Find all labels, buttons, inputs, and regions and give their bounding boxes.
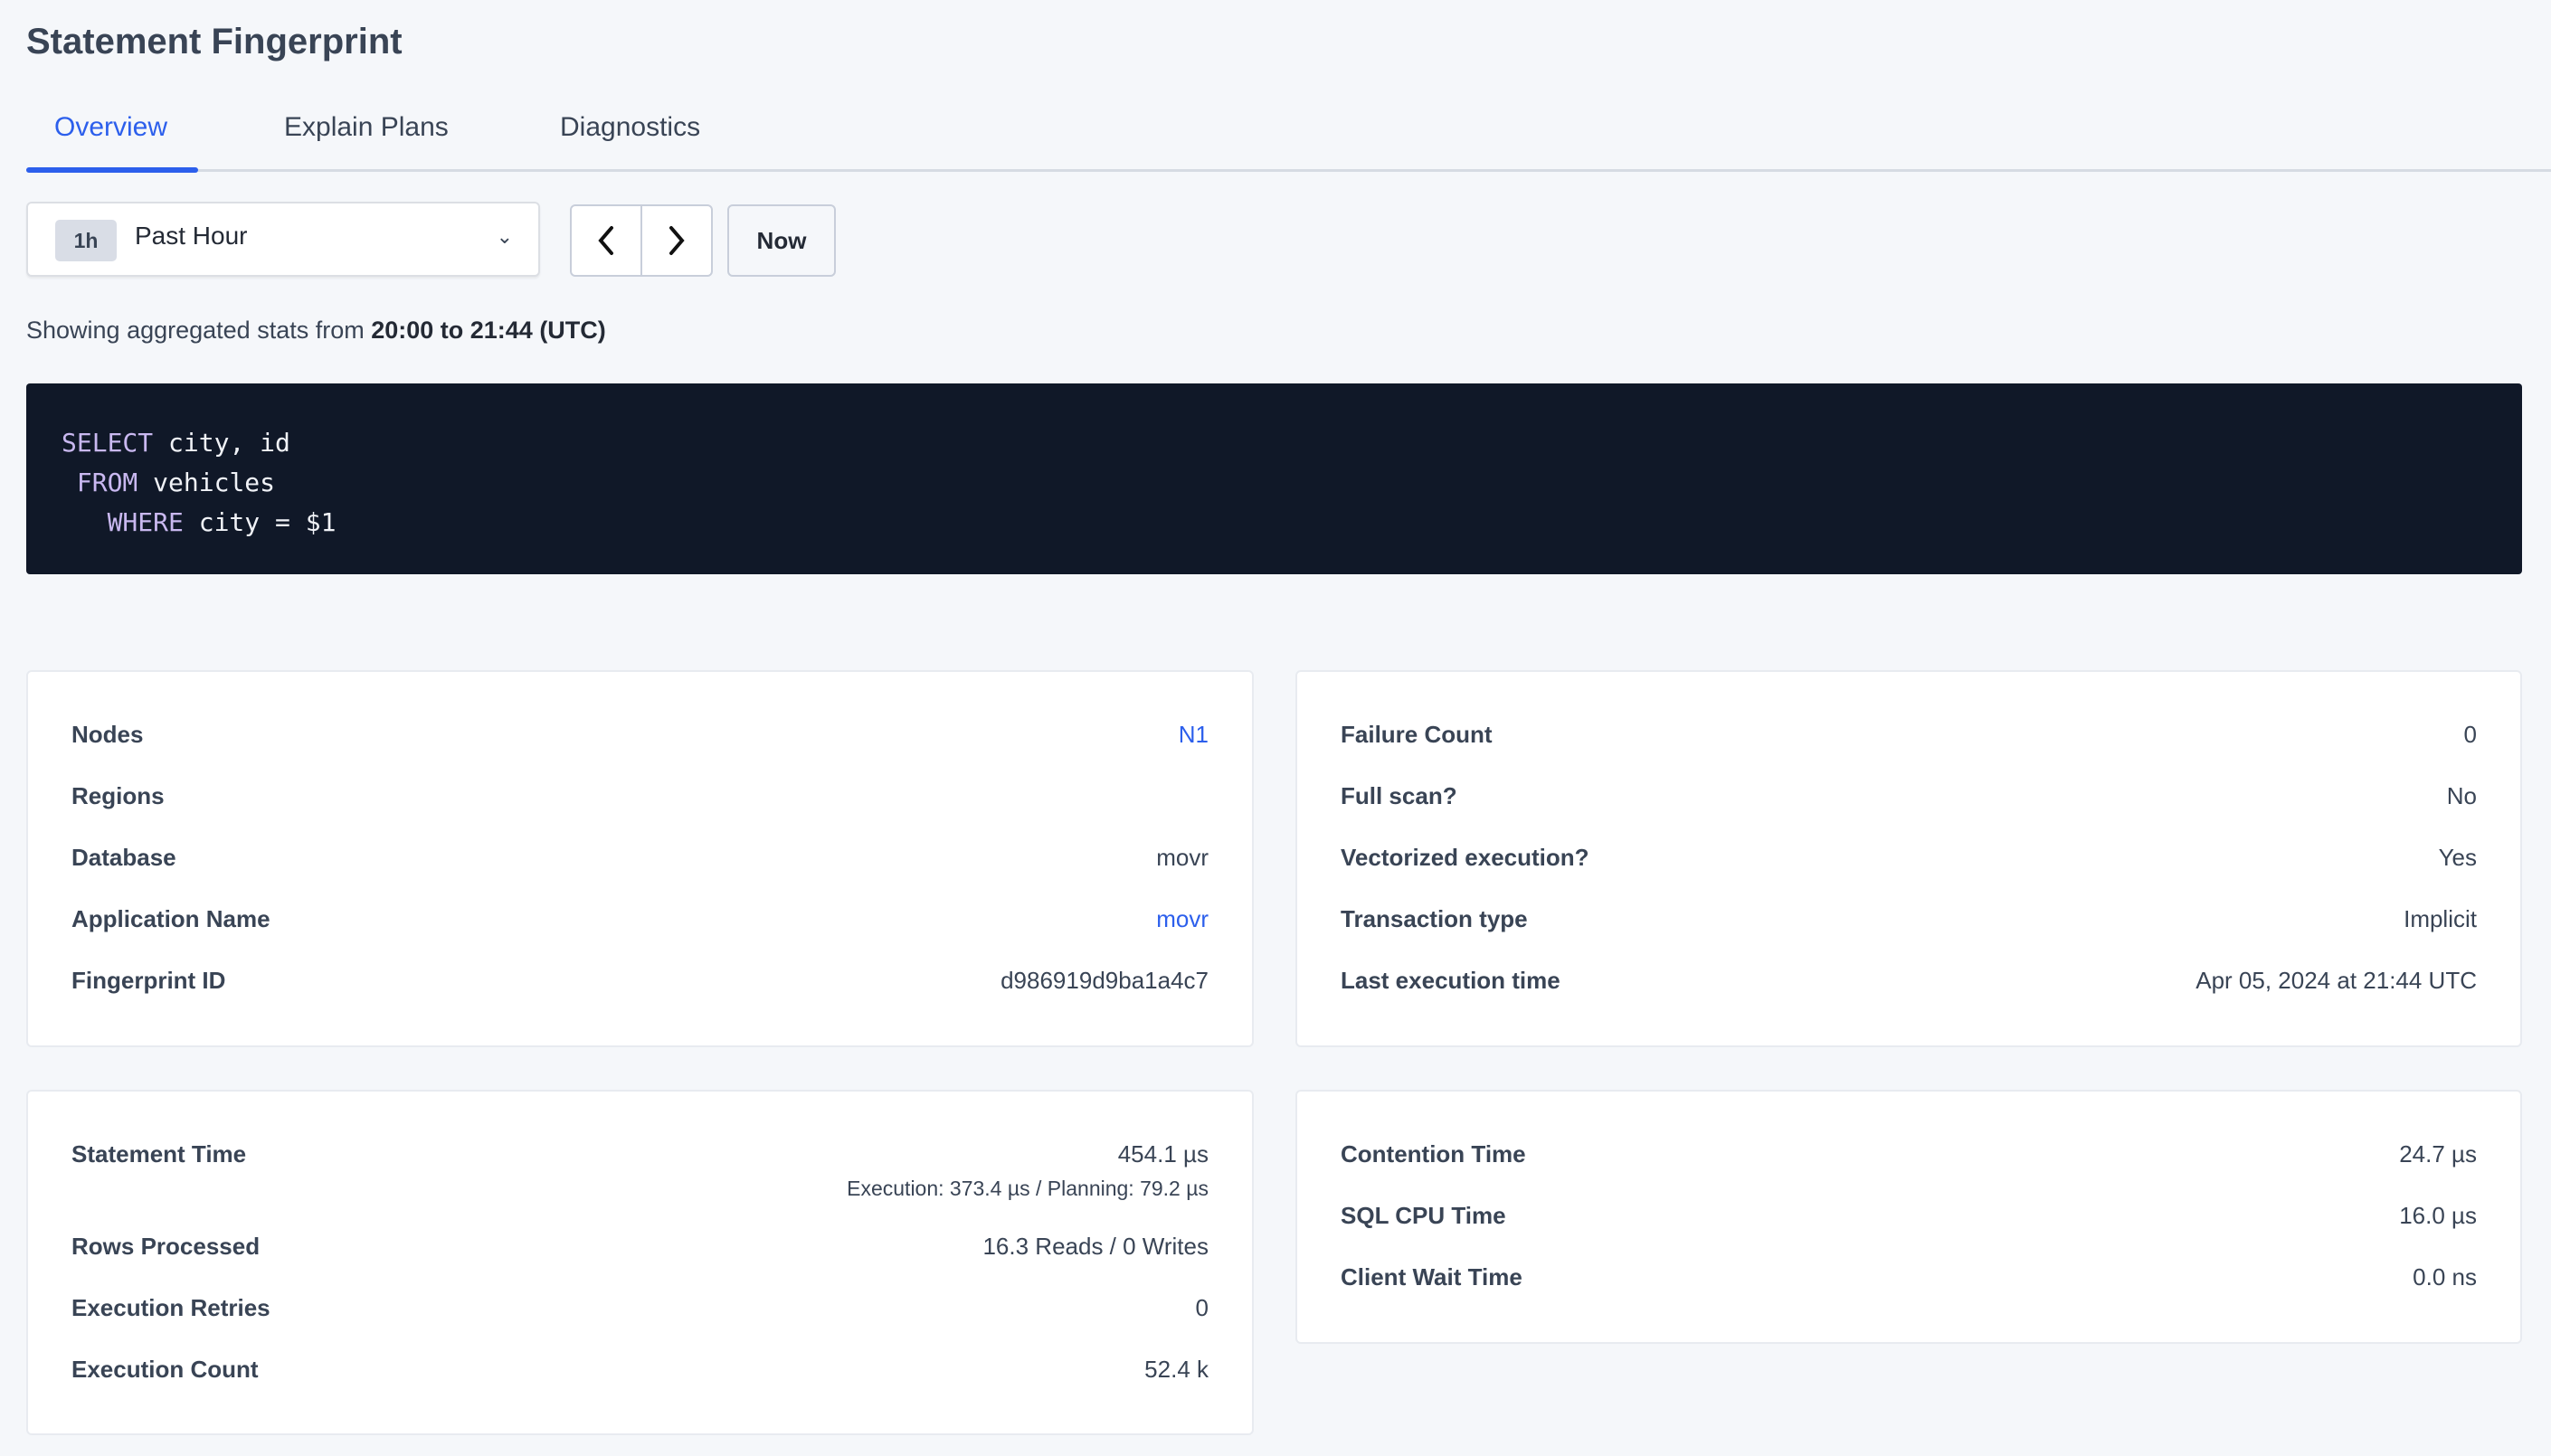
range-value: 20:00 to 21:44 (UTC)	[371, 317, 606, 344]
row-value: 0.0 ns	[2413, 1263, 2477, 1291]
sql-keyword: FROM	[62, 468, 138, 497]
row-label: Transaction type	[1341, 905, 1528, 932]
time-stats-card: Contention Time 24.7 µs SQL CPU Time 16.0 …	[1295, 1090, 2522, 1344]
row-label: Database	[71, 844, 176, 871]
row-label: Full scan?	[1341, 782, 1457, 809]
tab-diagnostics[interactable]: Diagnostics	[560, 112, 701, 142]
nodes-link[interactable]: N1	[1178, 721, 1209, 748]
time-range-dropdown[interactable]: 1h Past Hour ⌄	[26, 202, 540, 277]
row-label: Regions	[71, 782, 165, 809]
time-range-label: Past Hour	[135, 222, 248, 250]
now-button[interactable]: Now	[727, 204, 836, 277]
execution-details-card: Failure Count 0 Full scan? No Vectorized e…	[1295, 670, 2522, 1047]
row-value: 16.0 µs	[2399, 1202, 2477, 1229]
row-value: 52.4 k	[1144, 1356, 1209, 1383]
chevron-left-icon	[598, 226, 613, 255]
chevron-right-icon	[669, 226, 685, 255]
row-value: 0	[2463, 721, 2477, 748]
statistics-card: Statement Time 454.1 µs Execution: 373.4 µ…	[26, 1090, 1254, 1435]
previous-time-button[interactable]	[572, 206, 640, 275]
row-value: Apr 05, 2024 at 21:44 UTC	[2195, 967, 2477, 994]
row-label: Last execution time	[1341, 967, 1560, 994]
row-label: Failure Count	[1341, 721, 1493, 748]
sql-text: vehicles	[138, 468, 276, 497]
row-value: movr	[1156, 844, 1209, 871]
row-label: SQL CPU Time	[1341, 1202, 1506, 1229]
statement-time-breakdown: Execution: 373.4 µs / Planning: 79.2 µs	[847, 1177, 1209, 1200]
row-label: Statement Time	[71, 1140, 247, 1168]
chevron-down-icon: ⌄	[496, 225, 513, 248]
sql-keyword: SELECT	[62, 428, 154, 458]
statement-details-card: Nodes N1 Regions Database movr Application…	[26, 670, 1254, 1047]
row-label: Execution Retries	[71, 1294, 270, 1321]
row-label: Fingerprint ID	[71, 967, 226, 994]
row-label: Execution Count	[71, 1356, 259, 1383]
row-value: 454.1 µs	[1117, 1140, 1209, 1168]
row-label: Application Name	[71, 905, 270, 932]
time-nav-group	[570, 204, 713, 277]
tab-bar: Overview Explain Plans Diagnostics	[26, 107, 2551, 173]
row-label: Client Wait Time	[1341, 1263, 1522, 1291]
tab-overview[interactable]: Overview	[54, 112, 168, 142]
row-label: Contention Time	[1341, 1140, 1526, 1168]
sql-text: city = $1	[183, 507, 337, 537]
row-value: 24.7 µs	[2399, 1140, 2477, 1168]
tab-explain-plans[interactable]: Explain Plans	[284, 112, 449, 142]
row-label: Vectorized execution?	[1341, 844, 1589, 871]
row-value: Implicit	[2404, 905, 2477, 932]
time-range-badge: 1h	[55, 220, 117, 261]
range-prefix: Showing aggregated stats from	[26, 317, 372, 344]
aggregated-stats-range: Showing aggregated stats from 20:00 to 2…	[26, 317, 606, 345]
row-label: Rows Processed	[71, 1233, 261, 1260]
sql-text: city, id	[153, 428, 290, 458]
row-value: Yes	[2438, 844, 2477, 871]
row-value: 16.3 Reads / 0 Writes	[982, 1233, 1209, 1260]
active-tab-indicator	[26, 167, 198, 173]
sql-keyword: WHERE	[62, 507, 184, 537]
row-label: Nodes	[71, 721, 144, 748]
page-title: Statement Fingerprint	[26, 22, 403, 61]
row-value: d986919d9ba1a4c7	[1000, 967, 1209, 994]
next-time-button[interactable]	[640, 206, 711, 275]
sql-statement: SELECT city, id FROM vehicles WHERE city…	[26, 383, 2522, 574]
application-name-link[interactable]: movr	[1156, 905, 1209, 932]
row-value: No	[2446, 782, 2477, 809]
row-value: 0	[1195, 1294, 1209, 1321]
